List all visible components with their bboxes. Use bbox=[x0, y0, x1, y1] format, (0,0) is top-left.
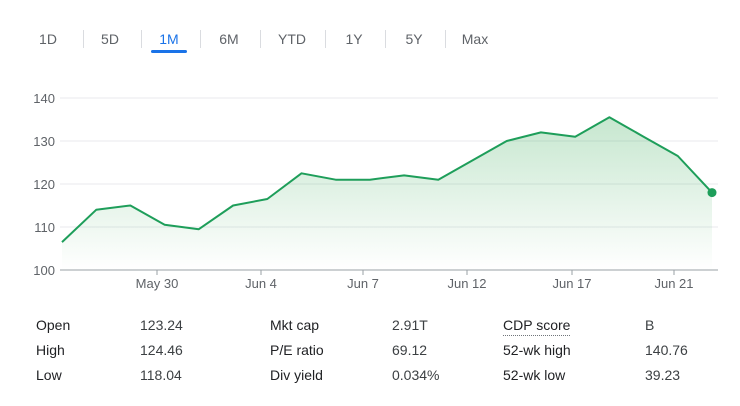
tab-separator bbox=[325, 30, 326, 48]
tab-max[interactable]: Max bbox=[461, 31, 489, 47]
x-tick-label: Jun 21 bbox=[654, 276, 693, 291]
data-point bbox=[436, 178, 440, 182]
tab-1y[interactable]: 1Y bbox=[345, 31, 363, 47]
active-tab-indicator bbox=[151, 50, 187, 53]
tab-separator bbox=[141, 30, 142, 48]
data-point bbox=[299, 171, 303, 175]
tab-5d[interactable]: 5D bbox=[101, 31, 119, 47]
x-tick-label: Jun 12 bbox=[447, 276, 486, 291]
y-tick-label: 100 bbox=[33, 263, 55, 278]
stat-value-cdp-score: B bbox=[645, 317, 655, 333]
data-point bbox=[539, 130, 543, 134]
x-tick-label: Jun 4 bbox=[245, 276, 277, 291]
x-tick-label: Jun 7 bbox=[347, 276, 379, 291]
y-tick-label: 120 bbox=[33, 177, 55, 192]
data-point bbox=[265, 197, 269, 201]
data-point bbox=[60, 240, 64, 244]
stat-label-high: High bbox=[36, 342, 65, 358]
y-tick-label: 140 bbox=[33, 91, 55, 106]
data-point bbox=[676, 154, 680, 158]
data-point bbox=[573, 135, 577, 139]
stat-label-open: Open bbox=[36, 317, 71, 333]
data-point bbox=[163, 223, 167, 227]
tab-separator bbox=[445, 30, 446, 48]
price-line bbox=[61, 116, 713, 243]
data-point bbox=[505, 139, 509, 143]
cdp-score-link[interactable]: CDP score bbox=[503, 315, 571, 336]
tab-separator bbox=[260, 30, 261, 48]
data-point bbox=[197, 227, 201, 231]
y-tick-label: 110 bbox=[34, 220, 55, 235]
stat-value-div-yield: 0.034% bbox=[392, 367, 440, 383]
data-point bbox=[368, 178, 372, 182]
stat-value-52wk-low: 39.23 bbox=[645, 367, 681, 383]
data-point bbox=[231, 204, 235, 208]
stat-label-pe-ratio: P/E ratio bbox=[270, 342, 324, 358]
tab-1m[interactable]: 1M bbox=[159, 31, 179, 47]
tab-separator bbox=[200, 30, 201, 48]
stat-value-mkt-cap: 2.91T bbox=[392, 317, 428, 333]
stat-value-pe-ratio: 69.12 bbox=[392, 342, 428, 358]
data-point bbox=[471, 158, 475, 162]
data-point bbox=[128, 204, 132, 208]
y-tick-label: 130 bbox=[33, 134, 55, 149]
x-tick-label: May 30 bbox=[136, 276, 179, 291]
tab-5y[interactable]: 5Y bbox=[405, 31, 423, 47]
key-stats: Open 123.24 High 124.46 Low 118.04 Mkt c… bbox=[0, 310, 740, 400]
range-tabs: 1D 5D 1M 6M YTD 1Y 5Y Max bbox=[0, 0, 740, 60]
data-point bbox=[642, 135, 646, 139]
stat-value-high: 124.46 bbox=[140, 342, 183, 358]
last-price-point bbox=[707, 188, 717, 198]
stat-label-mkt-cap: Mkt cap bbox=[270, 317, 320, 333]
tab-6m[interactable]: 6M bbox=[219, 31, 239, 47]
stat-label-low: Low bbox=[36, 367, 62, 383]
data-point bbox=[94, 208, 98, 212]
stat-label-52wk-low: 52-wk low bbox=[503, 367, 566, 383]
data-point bbox=[334, 178, 338, 182]
data-point bbox=[402, 173, 406, 177]
stat-label-52wk-high: 52-wk high bbox=[503, 342, 571, 358]
stat-value-52wk-high: 140.76 bbox=[645, 342, 688, 358]
tab-separator bbox=[385, 30, 386, 48]
tab-ytd[interactable]: YTD bbox=[278, 31, 306, 47]
x-tick-label: Jun 17 bbox=[552, 276, 591, 291]
tab-separator bbox=[83, 30, 84, 48]
stat-label-div-yield: Div yield bbox=[270, 367, 323, 383]
tab-1d[interactable]: 1D bbox=[39, 31, 57, 47]
data-point bbox=[607, 115, 611, 119]
price-area bbox=[62, 117, 712, 270]
stat-value-open: 123.24 bbox=[140, 317, 183, 333]
price-chart: 100 110 120 130 140 May 30 Jun 4 Jun 7 Jun 12 Ju… bbox=[33, 91, 718, 291]
stat-value-low: 118.04 bbox=[140, 367, 182, 383]
